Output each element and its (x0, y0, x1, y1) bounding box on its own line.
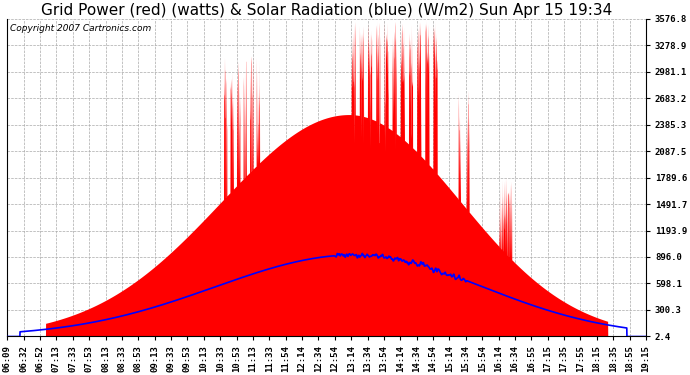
Title: Grid Power (red) (watts) & Solar Radiation (blue) (W/m2) Sun Apr 15 19:34: Grid Power (red) (watts) & Solar Radiati… (41, 3, 612, 18)
Text: Copyright 2007 Cartronics.com: Copyright 2007 Cartronics.com (10, 24, 152, 33)
